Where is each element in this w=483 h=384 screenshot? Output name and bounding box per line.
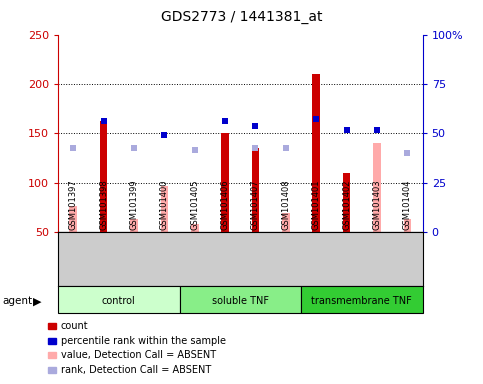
Text: control: control	[102, 296, 136, 306]
Text: transmembrane TNF: transmembrane TNF	[312, 296, 412, 306]
Bar	[180, 286, 301, 313]
Bar	[130, 220, 138, 232]
Bar	[301, 286, 423, 313]
Bar	[343, 173, 351, 232]
Bar	[191, 224, 199, 232]
Text: agent: agent	[2, 296, 32, 306]
Text: GDS2773 / 1441381_at: GDS2773 / 1441381_at	[161, 10, 322, 23]
Text: ▶: ▶	[33, 296, 42, 306]
Bar	[282, 213, 290, 232]
Text: count: count	[61, 321, 88, 331]
Bar	[70, 205, 77, 232]
Bar	[252, 148, 259, 232]
Text: percentile rank within the sample: percentile rank within the sample	[61, 336, 226, 346]
Text: value, Detection Call = ABSENT: value, Detection Call = ABSENT	[61, 350, 216, 360]
Text: rank, Detection Call = ABSENT: rank, Detection Call = ABSENT	[61, 365, 211, 375]
Text: soluble TNF: soluble TNF	[212, 296, 269, 306]
Bar	[160, 186, 168, 232]
Bar	[313, 74, 320, 232]
Bar	[404, 220, 411, 232]
Bar	[221, 134, 229, 232]
Bar	[373, 143, 381, 232]
Bar	[58, 286, 180, 313]
Bar	[100, 121, 107, 232]
